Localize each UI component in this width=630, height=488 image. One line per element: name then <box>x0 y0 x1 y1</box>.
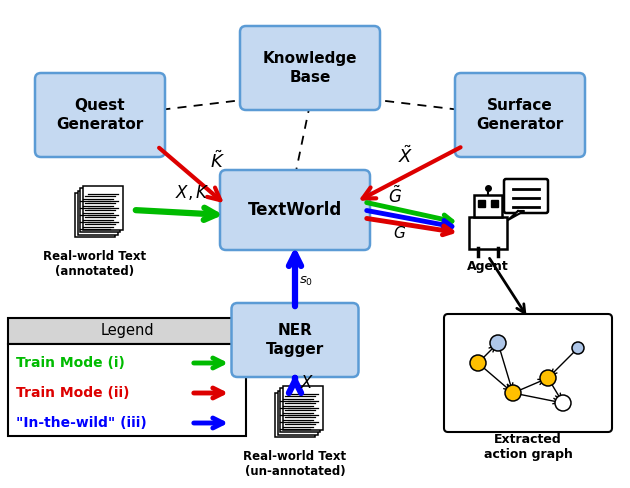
Text: Surface
Generator: Surface Generator <box>476 98 564 132</box>
FancyBboxPatch shape <box>240 26 380 110</box>
FancyBboxPatch shape <box>231 303 358 377</box>
Circle shape <box>490 335 506 351</box>
Text: NER
Tagger: NER Tagger <box>266 323 324 357</box>
FancyBboxPatch shape <box>275 393 315 437</box>
Text: Legend: Legend <box>100 324 154 339</box>
Circle shape <box>572 342 584 354</box>
Text: $X$: $X$ <box>300 375 314 392</box>
FancyBboxPatch shape <box>77 190 118 235</box>
FancyBboxPatch shape <box>504 179 548 213</box>
Text: "In-the-wild" (iii): "In-the-wild" (iii) <box>16 416 147 430</box>
Text: Quest
Generator: Quest Generator <box>56 98 144 132</box>
Text: Agent: Agent <box>467 260 509 273</box>
FancyBboxPatch shape <box>75 193 115 237</box>
FancyBboxPatch shape <box>8 318 246 344</box>
FancyBboxPatch shape <box>277 390 318 434</box>
Text: $G$: $G$ <box>393 225 406 241</box>
FancyBboxPatch shape <box>455 73 585 157</box>
Text: Train Mode (ii): Train Mode (ii) <box>16 386 130 400</box>
Text: $\tilde{G}$: $\tilde{G}$ <box>388 186 402 207</box>
Circle shape <box>555 395 571 411</box>
FancyBboxPatch shape <box>83 185 122 229</box>
Text: TextWorld: TextWorld <box>248 201 342 219</box>
FancyBboxPatch shape <box>280 388 320 432</box>
FancyBboxPatch shape <box>474 195 502 217</box>
FancyBboxPatch shape <box>491 200 498 207</box>
FancyBboxPatch shape <box>220 170 370 250</box>
Circle shape <box>470 355 486 371</box>
Circle shape <box>540 370 556 386</box>
Text: $s_0$: $s_0$ <box>299 275 313 288</box>
FancyBboxPatch shape <box>444 314 612 432</box>
FancyBboxPatch shape <box>8 344 246 436</box>
Text: Real-world Text
(annotated): Real-world Text (annotated) <box>43 250 147 278</box>
Text: $\tilde{X}$: $\tilde{X}$ <box>398 145 413 167</box>
Circle shape <box>505 385 521 401</box>
Text: Train Mode (i): Train Mode (i) <box>16 356 125 370</box>
Text: $X, K$: $X, K$ <box>175 183 210 202</box>
FancyBboxPatch shape <box>469 217 507 249</box>
Text: Extracted
action graph: Extracted action graph <box>484 433 573 461</box>
Text: $\tilde{K}$: $\tilde{K}$ <box>210 150 225 172</box>
FancyBboxPatch shape <box>80 188 120 232</box>
Text: Knowledge
Base: Knowledge Base <box>263 51 357 85</box>
FancyBboxPatch shape <box>478 200 485 207</box>
Polygon shape <box>508 211 524 220</box>
FancyBboxPatch shape <box>35 73 165 157</box>
Text: Real-world Text
(un-annotated): Real-world Text (un-annotated) <box>243 450 346 478</box>
FancyBboxPatch shape <box>282 386 323 429</box>
